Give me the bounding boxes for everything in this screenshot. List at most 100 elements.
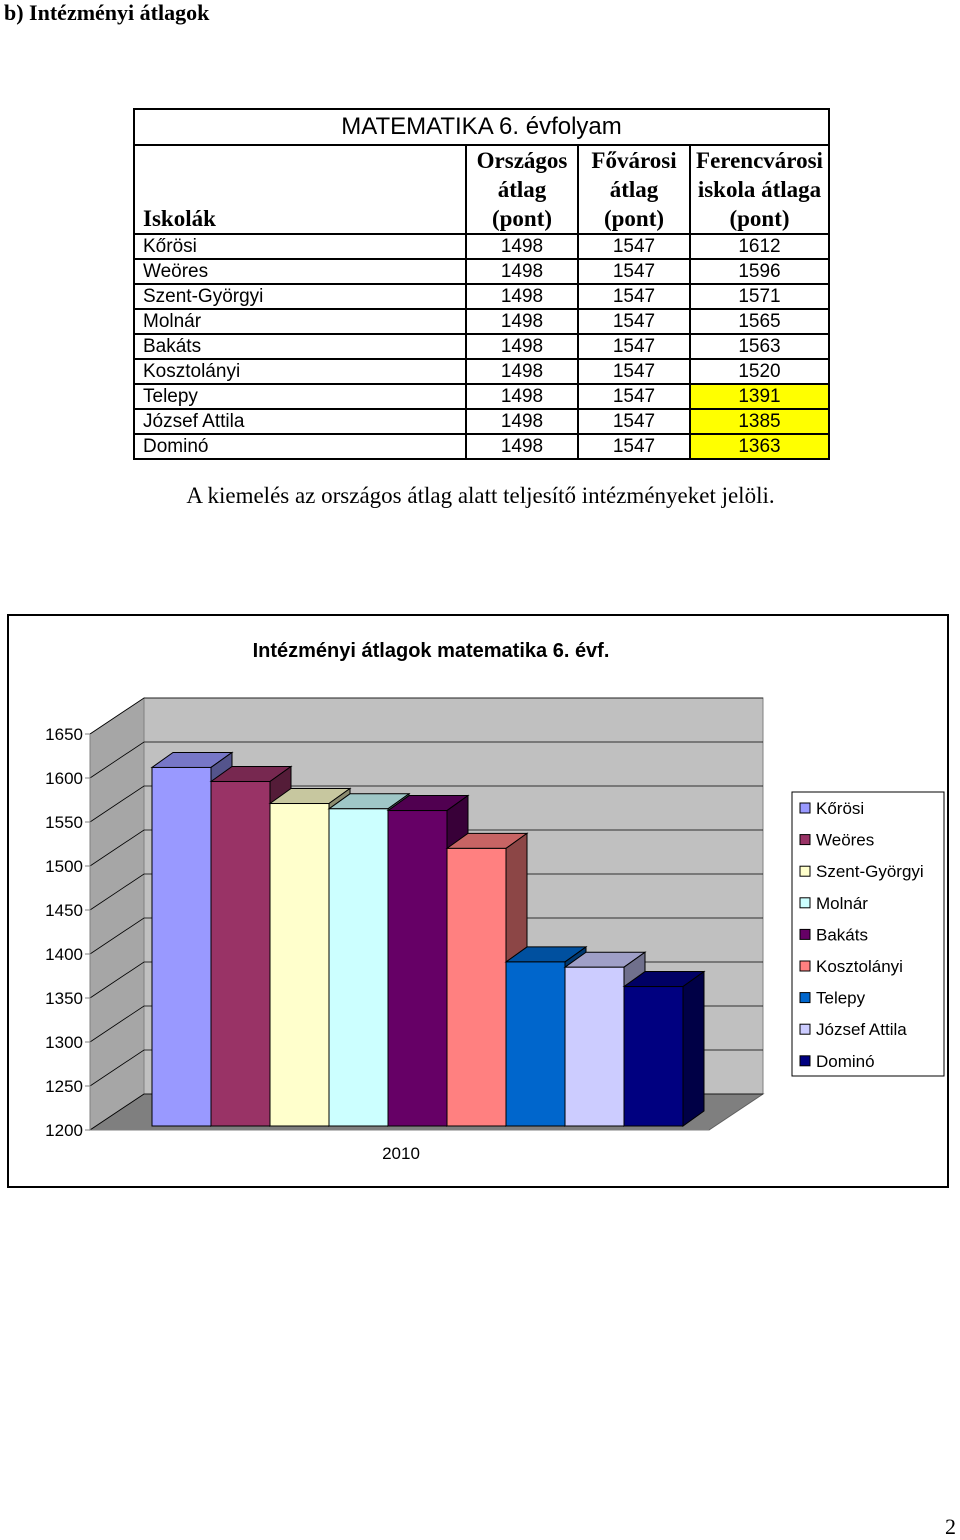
gridline <box>89 741 763 779</box>
district-average-cell: 1391 <box>688 383 831 410</box>
bar-front <box>387 810 448 1127</box>
district-average-cell: 1563 <box>688 333 831 360</box>
table-title-row: MATEMATIKA 6. évfolyam <box>132 108 831 146</box>
legend-label: Kőrösi <box>816 799 864 818</box>
district-average-cell: 1565 <box>688 308 831 335</box>
legend-swatch <box>799 897 811 909</box>
legend-swatch <box>799 865 811 877</box>
legend-label: Dominó <box>816 1052 875 1071</box>
results-table: MATEMATIKA 6. évfolyam Iskolák Országos … <box>132 108 831 460</box>
table-row: Bakáts 1498 1547 1563 <box>133 333 831 360</box>
chart-legend: Kőrösi Weöres Szent-Györgyi Molnár Bakáts Kos… <box>791 791 945 1077</box>
legend-swatch <box>799 1023 811 1035</box>
school-name-cell: Telepy <box>133 383 467 410</box>
school-name-cell: Szent-Györgyi <box>133 283 467 310</box>
y-axis: 1200 1250 1300 1350 1400 1450 1500 1550 1600 1650 <box>45 725 709 1140</box>
school-name-cell: Kosztolányi <box>133 358 467 385</box>
national-average-cell: 1498 <box>465 383 579 410</box>
table-row: József Attila 1498 1547 1385 <box>133 408 831 435</box>
national-average-cell: 1498 <box>465 233 579 260</box>
district-average-cell: 1520 <box>688 358 831 385</box>
district-average-cell: 1612 <box>688 233 831 260</box>
school-name-cell: József Attila <box>133 408 467 435</box>
capital-average-cell: 1547 <box>577 233 691 260</box>
bar-front <box>210 781 271 1127</box>
y-tick-label: 1500 <box>45 857 83 876</box>
bar-side <box>682 970 705 1127</box>
school-name-cell: Bakáts <box>133 333 467 360</box>
y-tick-label: 1250 <box>45 1077 83 1096</box>
legend-label: Weöres <box>816 831 874 850</box>
x-tick-label: 2010 <box>382 1144 420 1163</box>
district-average-cell: 1571 <box>688 283 831 310</box>
table-header-row: Iskolák Országos átlag (pont) Fővárosi á… <box>133 144 831 235</box>
gridline <box>89 917 763 955</box>
bar-chart: Intézményi átlagok matematika 6. évf. 12… <box>45 640 945 1163</box>
legend-swatch <box>799 1055 811 1067</box>
legend-label: Szent-Györgyi <box>816 862 924 881</box>
district-average-cell: 1596 <box>688 258 831 285</box>
y-tick-label: 1650 <box>45 725 83 744</box>
capital-average-cell: 1547 <box>577 383 691 410</box>
y-tick-label: 1200 <box>45 1121 83 1140</box>
national-average-cell: 1498 <box>465 358 579 385</box>
national-average-cell: 1498 <box>465 408 579 435</box>
chart-title: Intézményi átlagok matematika 6. évf. <box>253 640 610 662</box>
chart-side-wall <box>89 697 145 1131</box>
legend-label: Bakáts <box>816 925 868 944</box>
capital-average-cell: 1547 <box>577 433 691 460</box>
table-row: Kőrösi 1498 1547 1612 <box>133 233 831 260</box>
table-row: Telepy 1498 1547 1391 <box>133 383 831 410</box>
capital-average-cell: 1547 <box>577 333 691 360</box>
chart-frame: Intézményi átlagok matematika 6. évf. 12… <box>7 614 949 1188</box>
y-tick-label: 1450 <box>45 901 83 920</box>
capital-average-cell: 1547 <box>577 358 691 385</box>
y-tick-label: 1300 <box>45 1033 83 1052</box>
table-title: MATEMATIKA 6. évfolyam <box>132 108 831 146</box>
table-row: Dominó 1498 1547 1363 <box>133 433 831 460</box>
legend-label: Kosztolányi <box>816 957 903 976</box>
table-row: Szent-Györgyi 1498 1547 1571 <box>133 283 831 310</box>
legend-box <box>791 791 945 1077</box>
legend-label: Telepy <box>816 989 866 1008</box>
legend-swatch <box>799 960 811 972</box>
chart-bars <box>150 751 706 1127</box>
bar-front <box>446 847 507 1127</box>
legend-swatch <box>799 992 811 1004</box>
y-tick-label: 1550 <box>45 813 83 832</box>
gridline <box>89 873 763 911</box>
capital-average-cell: 1547 <box>577 408 691 435</box>
bar-front <box>623 986 684 1127</box>
y-tick-label: 1400 <box>45 945 83 964</box>
header-national-average: Országos átlag (pont) <box>465 144 579 235</box>
header-district-average: Ferencvárosi iskola átlaga (pont) <box>688 144 831 235</box>
table-row: Molnár 1498 1547 1565 <box>133 308 831 335</box>
header-capital-average: Fővárosi átlag (pont) <box>577 144 691 235</box>
legend-swatch <box>799 802 811 814</box>
capital-average-cell: 1547 <box>577 308 691 335</box>
school-name-cell: Molnár <box>133 308 467 335</box>
capital-average-cell: 1547 <box>577 283 691 310</box>
national-average-cell: 1498 <box>465 283 579 310</box>
district-average-cell: 1363 <box>688 433 831 460</box>
section-heading: b) Intézményi átlagok <box>4 0 210 25</box>
gridline <box>89 785 763 823</box>
highlight-note: A kiemelés az országos átlag alatt telje… <box>186 483 775 508</box>
national-average-cell: 1498 <box>465 258 579 285</box>
national-average-cell: 1498 <box>465 433 579 460</box>
header-schools: Iskolák <box>133 144 467 235</box>
gridline <box>89 829 763 867</box>
legend-label: Molnár <box>816 894 868 913</box>
table-body: Kőrösi 1498 1547 1612 Weöres 1498 1547 1596 Szen… <box>133 233 831 460</box>
bar-front <box>505 961 566 1127</box>
table-row: Kosztolányi 1498 1547 1520 <box>133 358 831 385</box>
school-name-cell: Kőrösi <box>133 233 467 260</box>
page-number: 2 <box>945 1514 956 1539</box>
school-name-cell: Weöres <box>133 258 467 285</box>
national-average-cell: 1498 <box>465 333 579 360</box>
bar-front <box>564 966 625 1127</box>
capital-average-cell: 1547 <box>577 258 691 285</box>
national-average-cell: 1498 <box>465 308 579 335</box>
school-name-cell: Dominó <box>133 433 467 460</box>
legend-swatch <box>799 834 811 846</box>
